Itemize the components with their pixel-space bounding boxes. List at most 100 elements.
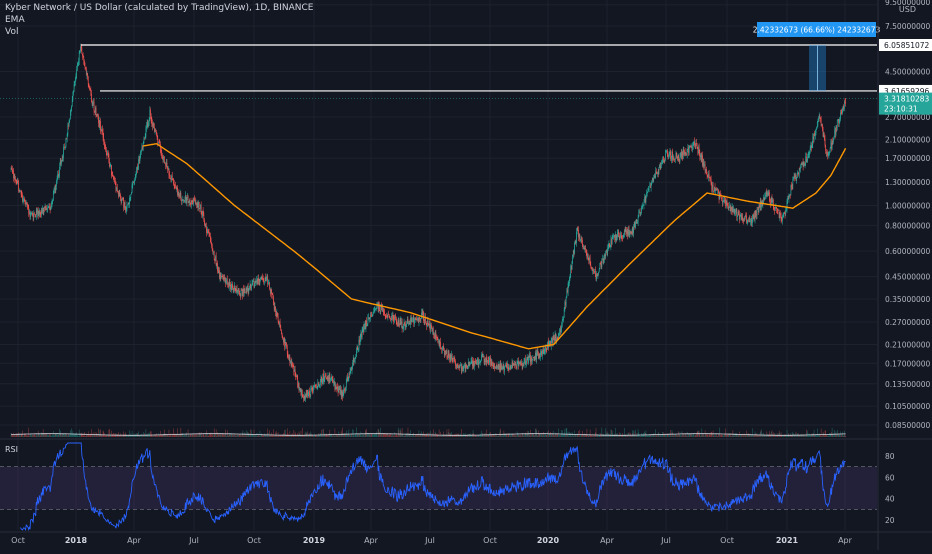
candle[interactable]: [343, 390, 344, 398]
candle[interactable]: [205, 223, 206, 229]
candle[interactable]: [71, 108, 72, 115]
candle[interactable]: [119, 190, 120, 197]
candle[interactable]: [528, 355, 529, 364]
candle[interactable]: [93, 99, 94, 106]
candle[interactable]: [633, 224, 634, 238]
candle[interactable]: [432, 326, 433, 332]
candle[interactable]: [460, 362, 461, 366]
candle[interactable]: [711, 182, 712, 193]
candle[interactable]: [445, 350, 446, 355]
candle[interactable]: [359, 336, 360, 345]
candle[interactable]: [156, 130, 157, 136]
candle[interactable]: [256, 281, 257, 283]
candle[interactable]: [379, 302, 380, 311]
candle[interactable]: [159, 140, 160, 143]
candle[interactable]: [646, 190, 647, 199]
candle[interactable]: [459, 364, 460, 371]
candle[interactable]: [519, 362, 520, 365]
candle[interactable]: [662, 156, 663, 164]
candle[interactable]: [182, 199, 183, 201]
candle[interactable]: [30, 210, 31, 219]
candle[interactable]: [491, 358, 492, 366]
candle[interactable]: [816, 126, 817, 129]
candle[interactable]: [774, 207, 775, 215]
candle[interactable]: [94, 111, 95, 113]
candle[interactable]: [812, 141, 813, 148]
candle[interactable]: [25, 199, 26, 205]
candle[interactable]: [273, 292, 274, 299]
candle[interactable]: [319, 382, 320, 388]
candle[interactable]: [192, 198, 193, 204]
candle[interactable]: [60, 158, 61, 170]
candle[interactable]: [544, 349, 545, 356]
candle[interactable]: [293, 363, 294, 376]
candle[interactable]: [763, 195, 764, 204]
candle[interactable]: [734, 208, 735, 216]
candle[interactable]: [795, 173, 796, 180]
candle[interactable]: [245, 292, 246, 293]
candle[interactable]: [413, 315, 414, 322]
candle[interactable]: [567, 287, 568, 293]
candle[interactable]: [299, 382, 300, 393]
candle[interactable]: [583, 244, 584, 249]
candle[interactable]: [697, 147, 698, 156]
candle[interactable]: [672, 151, 673, 161]
candle[interactable]: [655, 174, 656, 178]
candle[interactable]: [133, 181, 134, 183]
candle[interactable]: [449, 350, 450, 358]
candle[interactable]: [175, 184, 176, 189]
candle[interactable]: [825, 145, 826, 154]
candle[interactable]: [615, 231, 616, 244]
candle[interactable]: [577, 226, 578, 231]
candle[interactable]: [153, 122, 154, 129]
candle[interactable]: [477, 359, 478, 365]
candle[interactable]: [325, 373, 326, 377]
candle[interactable]: [430, 320, 431, 332]
candle[interactable]: [538, 352, 539, 360]
candle[interactable]: [832, 140, 833, 150]
candle[interactable]: [680, 153, 681, 163]
candle[interactable]: [137, 163, 138, 173]
candle[interactable]: [447, 355, 448, 359]
candle[interactable]: [527, 357, 528, 364]
candle[interactable]: [11, 167, 12, 172]
candle[interactable]: [582, 237, 583, 246]
candle[interactable]: [109, 158, 110, 168]
candle[interactable]: [412, 317, 413, 322]
candle[interactable]: [612, 233, 613, 239]
candle[interactable]: [237, 285, 238, 294]
candle[interactable]: [429, 320, 430, 328]
candle[interactable]: [488, 357, 489, 365]
candle[interactable]: [213, 251, 214, 255]
candle[interactable]: [815, 130, 816, 140]
candle[interactable]: [173, 178, 174, 181]
candle[interactable]: [705, 161, 706, 174]
candle[interactable]: [417, 316, 418, 321]
candle[interactable]: [477, 357, 478, 365]
candle[interactable]: [435, 330, 436, 341]
candle[interactable]: [601, 261, 602, 269]
candle[interactable]: [312, 387, 313, 395]
candle[interactable]: [22, 192, 23, 202]
candle[interactable]: [687, 149, 688, 158]
candle[interactable]: [671, 156, 672, 164]
candle[interactable]: [235, 288, 236, 293]
candle[interactable]: [168, 166, 169, 170]
candle[interactable]: [319, 384, 320, 388]
candle[interactable]: [112, 171, 113, 177]
candle[interactable]: [274, 301, 275, 311]
candle[interactable]: [581, 236, 582, 243]
candle[interactable]: [441, 348, 442, 349]
candle[interactable]: [742, 213, 743, 223]
candle[interactable]: [342, 390, 343, 399]
candle[interactable]: [659, 164, 660, 168]
candle[interactable]: [387, 315, 388, 319]
candle[interactable]: [18, 178, 19, 183]
candle[interactable]: [588, 254, 589, 261]
candle[interactable]: [351, 367, 352, 371]
candle[interactable]: [458, 365, 459, 368]
candle[interactable]: [378, 302, 379, 313]
candle[interactable]: [110, 164, 111, 167]
candle[interactable]: [309, 387, 310, 398]
